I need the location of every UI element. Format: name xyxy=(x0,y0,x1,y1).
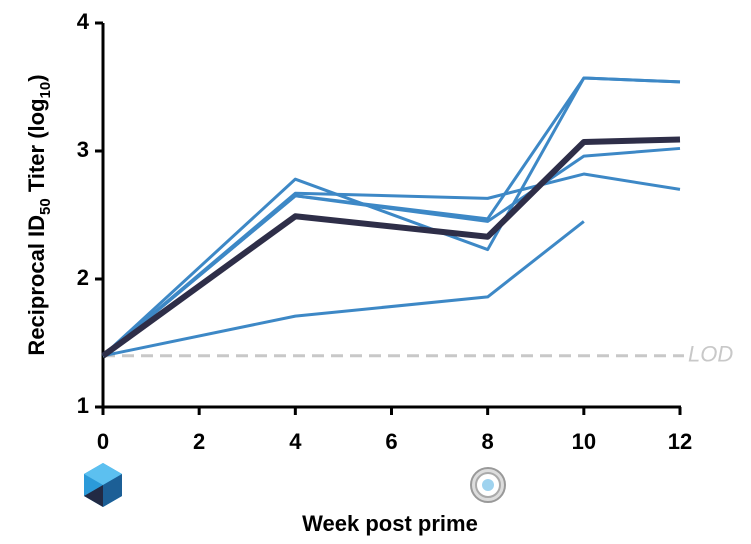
y-tick-label: 4 xyxy=(77,9,90,34)
x-tick-label: 12 xyxy=(668,429,692,454)
y-tick-label: 3 xyxy=(77,137,89,162)
x-tick-label: 10 xyxy=(572,429,596,454)
y-axis-label: Reciprocal ID50 Titer (log10) xyxy=(24,74,54,355)
x-tick-label: 2 xyxy=(193,429,205,454)
boost-icon xyxy=(471,468,505,502)
mean-line xyxy=(103,139,680,355)
y-label-part: ) xyxy=(24,74,49,81)
y-tick-label: 2 xyxy=(77,265,89,290)
prime-icon xyxy=(84,463,122,507)
series-line xyxy=(103,148,680,355)
y-label-part: Titer (log xyxy=(24,98,49,198)
x-tick-label: 0 xyxy=(97,429,109,454)
chart: Reciprocal ID50 Titer (log10) Week post … xyxy=(0,0,751,544)
x-tick-label: 8 xyxy=(482,429,494,454)
y-label-part: Reciprocal ID xyxy=(24,215,49,356)
y-tick-label: 1 xyxy=(77,393,89,418)
y-label-sub: 50 xyxy=(37,198,54,215)
series-line xyxy=(103,174,680,356)
x-axis-label: Week post prime xyxy=(302,511,478,536)
lod-label: LOD xyxy=(688,342,733,367)
series-line xyxy=(103,78,680,356)
x-tick-label: 4 xyxy=(289,429,302,454)
y-label-sub: 10 xyxy=(37,82,54,99)
x-tick-label: 6 xyxy=(385,429,397,454)
series-line xyxy=(103,78,680,356)
